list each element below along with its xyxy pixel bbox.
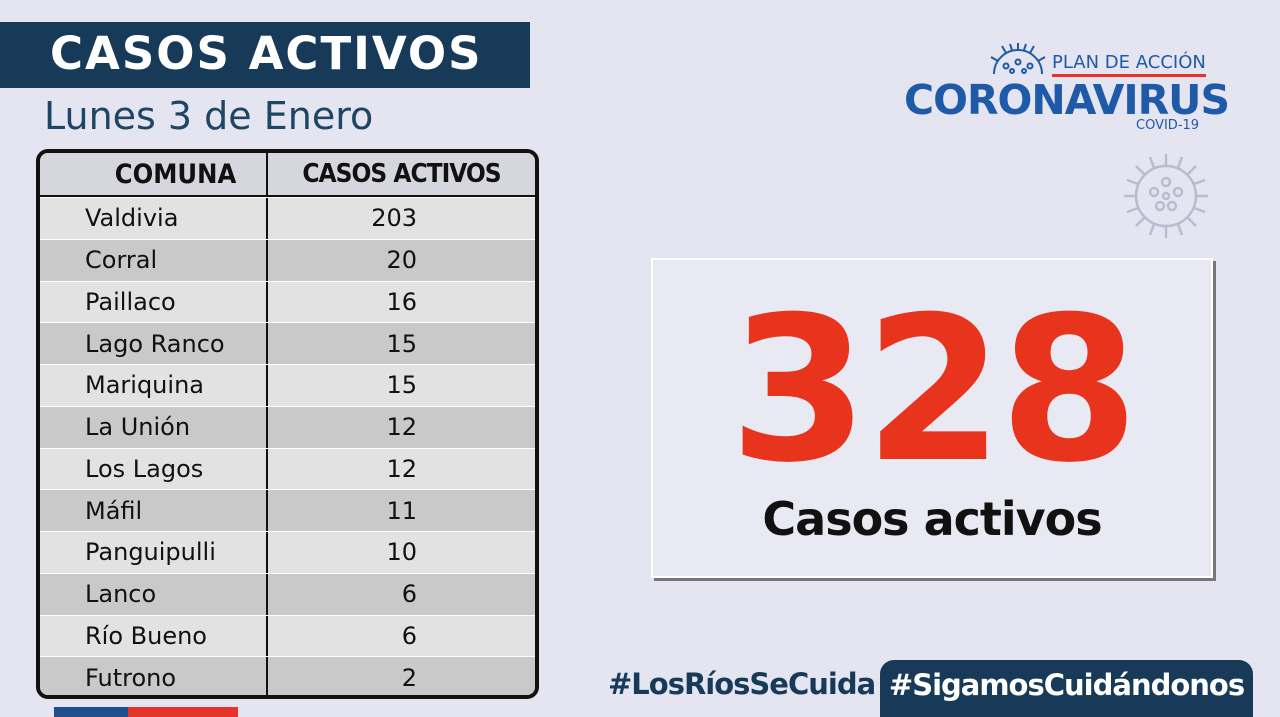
column-header-comuna: COMUNA bbox=[40, 153, 268, 195]
cell-casos: 12 bbox=[386, 454, 417, 483]
cell-comuna: Paillaco bbox=[40, 281, 268, 323]
date-subtitle: Lunes 3 de Enero bbox=[44, 94, 374, 138]
cell-comuna: Futrono bbox=[40, 657, 268, 695]
cell-comuna: Máfil bbox=[40, 490, 268, 531]
flag-stripe-red bbox=[128, 707, 238, 717]
table-row: Lago Ranco 15 bbox=[40, 322, 535, 364]
cell-casos: 2 bbox=[401, 663, 417, 692]
logo-plan-text: PLAN DE ACCIÓN bbox=[1052, 52, 1206, 77]
virus-decoration-icon bbox=[1124, 154, 1208, 238]
flag-stripe-blue bbox=[54, 707, 128, 717]
table-row: Mariquina 15 bbox=[40, 364, 535, 406]
column-header-casos: CASOS ACTIVOS bbox=[302, 159, 501, 189]
total-cases-number: 328 bbox=[729, 274, 1138, 507]
cases-table: COMUNA CASOS ACTIVOS Valdivia 203 Corral 20… bbox=[36, 149, 539, 699]
logo-name: CORONAVIRUS bbox=[904, 76, 1230, 124]
hashtag-sigamos: #SigamosCuidándonos bbox=[888, 668, 1245, 702]
table-row: Los Lagos 12 bbox=[40, 447, 535, 490]
table-row: Máfil 11 bbox=[40, 489, 535, 531]
table-row: Valdivia 203 bbox=[40, 197, 535, 239]
coronavirus-logo: PLAN DE ACCIÓN CORONAVIRUS COVID-19 bbox=[900, 40, 1230, 140]
cell-casos: 203 bbox=[371, 204, 417, 233]
total-cases-box: 328 Casos activos bbox=[651, 258, 1213, 578]
table-row: Río Bueno 6 bbox=[40, 614, 535, 657]
cell-casos: 15 bbox=[386, 329, 417, 358]
cell-comuna: Panguipulli bbox=[40, 532, 268, 573]
table-header-row: COMUNA CASOS ACTIVOS bbox=[40, 153, 535, 197]
cell-casos: 16 bbox=[386, 287, 417, 316]
cell-casos: 11 bbox=[386, 496, 417, 525]
cell-casos: 10 bbox=[386, 538, 417, 567]
cell-casos: 15 bbox=[386, 371, 417, 400]
page-title: CASOS ACTIVOS bbox=[50, 27, 483, 80]
hashtag-los-rios: #LosRíosSeCuida bbox=[608, 667, 876, 701]
table-row: Corral 20 bbox=[40, 238, 535, 281]
virus-icon bbox=[990, 43, 1046, 75]
total-cases-label: Casos activos bbox=[762, 492, 1102, 546]
cell-casos: 6 bbox=[401, 621, 417, 650]
table-row: Lanco 6 bbox=[40, 572, 535, 615]
hashtag-banner: #SigamosCuidándonos bbox=[880, 660, 1253, 717]
cell-comuna: Lago Ranco bbox=[40, 323, 268, 364]
table-row: Paillaco 16 bbox=[40, 280, 535, 323]
cell-casos: 6 bbox=[401, 580, 417, 609]
cell-comuna: Río Bueno bbox=[40, 615, 268, 657]
cell-casos: 12 bbox=[386, 413, 417, 442]
cell-comuna: Valdivia bbox=[40, 198, 268, 239]
table-body: Valdivia 203 Corral 20 Paillaco 16 Lago Ranco 1… bbox=[40, 197, 535, 695]
table-row: La Unión 12 bbox=[40, 405, 535, 448]
logo-subtext: COVID-19 bbox=[1136, 118, 1200, 133]
cell-comuna: Mariquina bbox=[40, 365, 268, 406]
title-banner bbox=[0, 22, 530, 88]
cell-comuna: La Unión bbox=[40, 406, 268, 448]
cell-comuna: Lanco bbox=[40, 573, 268, 615]
cell-comuna: Los Lagos bbox=[40, 448, 268, 490]
table-row: Panguipulli 10 bbox=[40, 531, 535, 573]
cell-comuna: Corral bbox=[40, 239, 268, 281]
cell-casos: 20 bbox=[386, 246, 417, 275]
table-row: Futrono 2 bbox=[40, 656, 535, 695]
